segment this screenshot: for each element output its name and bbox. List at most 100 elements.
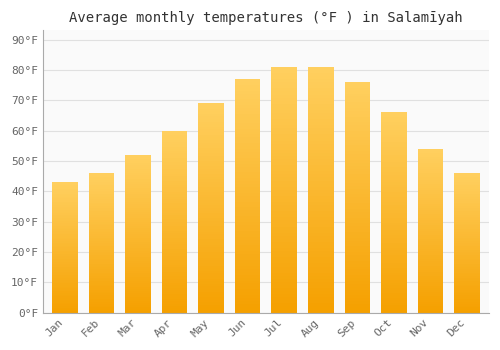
Bar — [272, 125, 297, 128]
Bar — [235, 114, 260, 117]
Bar — [198, 279, 224, 281]
Bar — [272, 233, 297, 236]
Bar — [198, 187, 224, 190]
Bar — [88, 300, 114, 302]
Bar — [125, 182, 151, 184]
Bar — [272, 309, 297, 313]
Bar — [418, 173, 443, 175]
Bar — [52, 301, 78, 303]
Bar — [418, 149, 443, 151]
Bar — [162, 192, 188, 194]
Bar — [454, 262, 480, 264]
Bar — [162, 242, 188, 244]
Bar — [235, 134, 260, 138]
Bar — [52, 282, 78, 283]
Bar — [125, 198, 151, 200]
Bar — [125, 200, 151, 202]
Bar — [198, 255, 224, 258]
Bar — [125, 305, 151, 307]
Bar — [381, 305, 406, 308]
Bar — [454, 190, 480, 192]
Bar — [454, 274, 480, 276]
Bar — [88, 189, 114, 190]
Bar — [418, 304, 443, 307]
Bar — [125, 293, 151, 295]
Bar — [235, 240, 260, 243]
Bar — [418, 229, 443, 231]
Bar — [454, 300, 480, 302]
Bar — [454, 283, 480, 285]
Bar — [88, 266, 114, 267]
Bar — [52, 239, 78, 241]
Bar — [162, 290, 188, 292]
Bar — [52, 264, 78, 265]
Bar — [272, 134, 297, 138]
Bar — [125, 299, 151, 301]
Bar — [272, 119, 297, 122]
Bar — [52, 211, 78, 213]
Bar — [308, 276, 334, 279]
Bar — [235, 284, 260, 286]
Bar — [88, 178, 114, 180]
Bar — [272, 279, 297, 282]
Bar — [198, 119, 224, 121]
Bar — [235, 132, 260, 134]
Bar — [308, 193, 334, 196]
Bar — [235, 228, 260, 231]
Bar — [344, 111, 370, 114]
Bar — [235, 93, 260, 97]
Bar — [198, 260, 224, 263]
Bar — [272, 101, 297, 104]
Bar — [88, 231, 114, 232]
Bar — [198, 224, 224, 226]
Bar — [454, 189, 480, 190]
Bar — [381, 253, 406, 255]
Bar — [454, 290, 480, 292]
Bar — [381, 232, 406, 235]
Bar — [198, 213, 224, 216]
Bar — [52, 270, 78, 272]
Bar — [344, 278, 370, 281]
Bar — [125, 171, 151, 173]
Bar — [125, 256, 151, 257]
Bar — [235, 85, 260, 88]
Bar — [162, 222, 188, 224]
Bar — [381, 228, 406, 230]
Bar — [381, 298, 406, 300]
Bar — [198, 307, 224, 310]
Bar — [418, 188, 443, 190]
Bar — [235, 275, 260, 278]
Bar — [381, 295, 406, 298]
Bar — [52, 241, 78, 243]
Bar — [52, 275, 78, 277]
Bar — [381, 180, 406, 182]
Bar — [272, 73, 297, 76]
Bar — [418, 266, 443, 268]
Bar — [381, 120, 406, 122]
Bar — [125, 287, 151, 289]
Bar — [88, 175, 114, 176]
Bar — [125, 159, 151, 161]
Bar — [454, 250, 480, 252]
Bar — [272, 131, 297, 134]
Bar — [125, 169, 151, 171]
Bar — [198, 108, 224, 111]
Bar — [344, 168, 370, 172]
Bar — [162, 169, 188, 172]
Bar — [454, 176, 480, 178]
Bar — [88, 295, 114, 297]
Bar — [88, 285, 114, 286]
Bar — [308, 79, 334, 82]
Bar — [454, 259, 480, 260]
Bar — [235, 190, 260, 193]
Bar — [198, 297, 224, 300]
Bar — [454, 253, 480, 255]
Bar — [454, 236, 480, 238]
Bar — [308, 288, 334, 291]
Bar — [162, 165, 188, 167]
Bar — [344, 183, 370, 186]
Bar — [125, 241, 151, 244]
Bar — [52, 194, 78, 195]
Bar — [52, 256, 78, 257]
Bar — [235, 248, 260, 251]
